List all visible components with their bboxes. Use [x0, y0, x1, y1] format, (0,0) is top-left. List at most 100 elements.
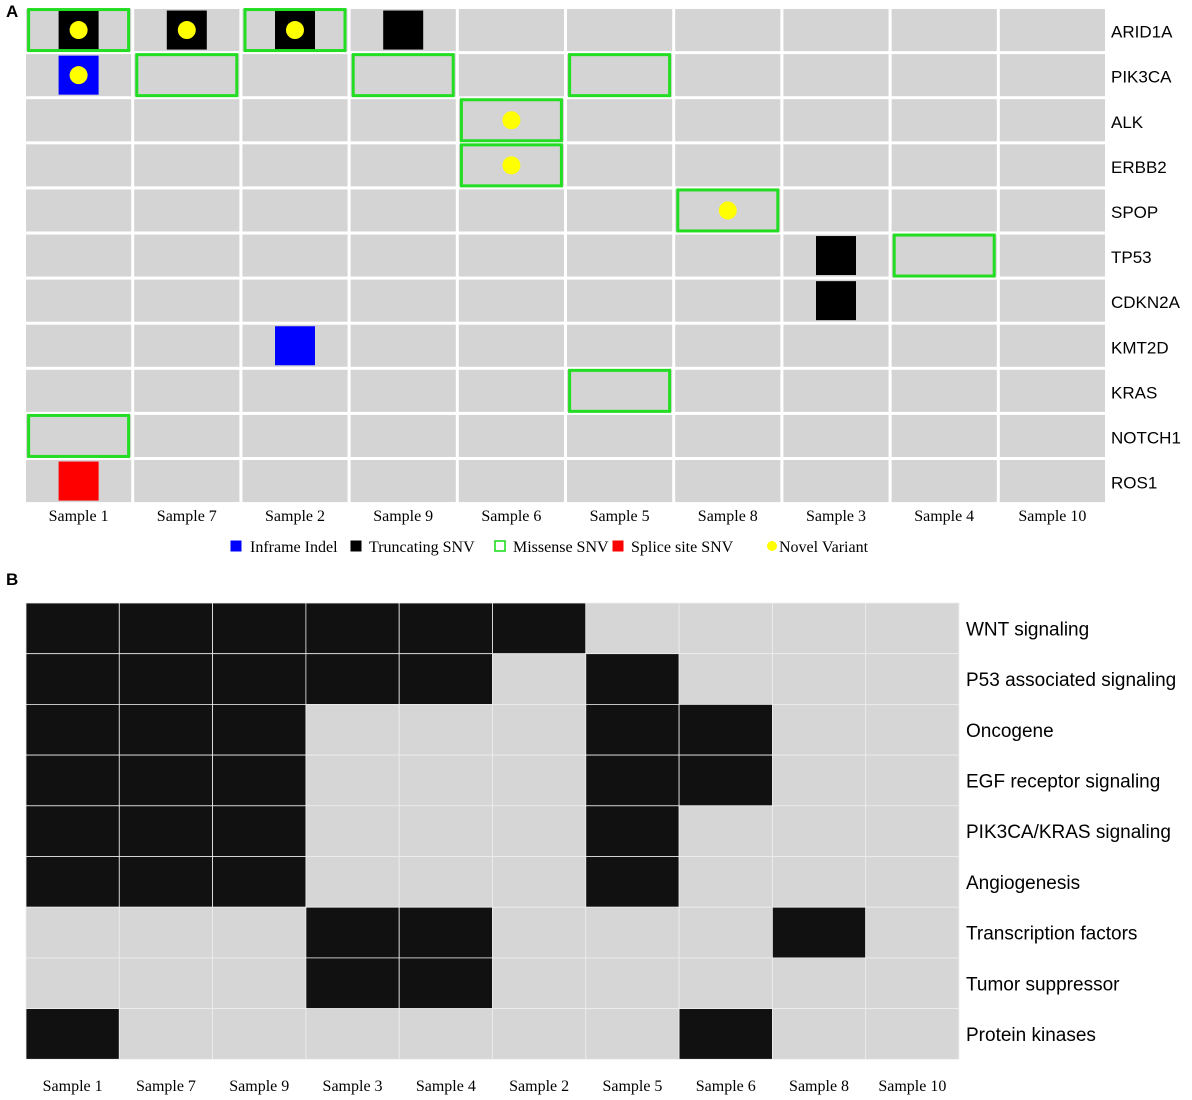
heatmap-cell-empty [772, 653, 867, 705]
grid-cell [458, 460, 564, 503]
heatmap-cell-hit [585, 805, 680, 857]
legend-swatch-truncating-snv [350, 540, 362, 552]
heatmap-cell-empty [772, 1008, 867, 1060]
grid-cell [567, 324, 673, 367]
grid-cell [675, 54, 781, 97]
legend-label: Novel Variant [779, 539, 869, 556]
grid-cell [999, 234, 1105, 277]
heatmap-cell-empty [772, 704, 867, 756]
mutation-legend: Inframe Indel Truncating SNV Missense SNV S… [230, 539, 869, 556]
grid-cell [350, 99, 456, 142]
legend-swatch-splice-site-snv [612, 540, 624, 552]
grid-cell [567, 234, 673, 277]
heatmap-cell-empty [865, 704, 960, 756]
heatmap-cell-empty [865, 754, 960, 807]
heatmap-cell-hit [118, 754, 214, 807]
grid-cell [350, 189, 456, 232]
mutation-missense-snv [27, 413, 131, 458]
grid-cell [999, 144, 1105, 187]
grid-cell [134, 144, 240, 187]
grid-cell [783, 144, 889, 187]
heatmap-cell-hit [118, 602, 214, 655]
grid-cell [891, 9, 997, 52]
grid-cell [783, 99, 889, 142]
heatmap-cell-empty [585, 1008, 680, 1060]
grid-cell [891, 189, 997, 232]
heatmap-cell-empty [678, 957, 773, 1010]
sample-label: Sample 4 [416, 1078, 476, 1095]
heatmap-cell-empty [305, 856, 400, 908]
grid-cell [783, 54, 889, 97]
sample-label: Sample 10 [878, 1078, 946, 1095]
gene-label: CDKN2A [1111, 293, 1181, 312]
heatmap-cell-empty [585, 957, 680, 1010]
grid-cell [891, 144, 997, 187]
grid-cell [675, 414, 781, 457]
grid-cell [458, 9, 564, 52]
grid-cell [783, 460, 889, 503]
grid-cell [999, 369, 1105, 412]
grid-cell [350, 414, 456, 457]
panel-a-oncoprint: ARID1A PIK3CA ALK ERBB2 SPOP TP53 CDKN2A KMT2D K… [26, 8, 1181, 525]
grid-cell [891, 414, 997, 457]
heatmap-cell-empty [585, 602, 680, 655]
pathway-label: EGF receptor signaling [966, 771, 1160, 792]
mutation-missense-snv [459, 143, 563, 188]
gene-label: TP53 [1111, 248, 1152, 267]
heatmap-cell-empty [398, 704, 493, 756]
heatmap-cell-hit [25, 754, 120, 807]
heatmap-cell-hit [25, 704, 120, 756]
grid-cell [242, 99, 348, 142]
sample-label: Sample 7 [157, 508, 217, 525]
mutation-missense-snv [351, 53, 455, 98]
heatmap-cell-hit [212, 805, 307, 857]
heatmap-cell-hit [118, 856, 214, 908]
pathway-label: Oncogene [966, 721, 1054, 742]
grid-cell [891, 99, 997, 142]
grid-cell [26, 189, 132, 232]
heatmap-cell-empty [305, 704, 400, 756]
heatmap-cell-empty [25, 957, 120, 1010]
heatmap-cell-empty [492, 704, 587, 756]
sample-label: Sample 8 [789, 1078, 849, 1095]
grid-cell [134, 189, 240, 232]
mutation-truncating-snv [816, 281, 856, 321]
heatmap-cell-hit [398, 653, 493, 705]
grid-cell [26, 324, 132, 367]
legend-label: Inframe Indel [250, 539, 338, 556]
sample-label: Sample 4 [914, 508, 974, 525]
mutation-missense-snv [27, 8, 131, 53]
grid-cell [458, 414, 564, 457]
sample-label: Sample 5 [590, 508, 650, 525]
grid-cell [999, 414, 1105, 457]
heatmap-cell-empty [492, 906, 587, 959]
legend-label: Missense SNV [513, 539, 609, 556]
grid-cell [134, 324, 240, 367]
grid-cell [26, 99, 132, 142]
grid-cell [783, 414, 889, 457]
grid-cell [783, 9, 889, 52]
grid-cell [458, 324, 564, 367]
grid-cell [783, 189, 889, 232]
grid-cell [891, 234, 997, 277]
heatmap-cell-empty [305, 754, 400, 807]
grid-cell [891, 54, 997, 97]
grid-cell [999, 324, 1105, 367]
pathway-label: P53 associated signaling [966, 670, 1176, 691]
grid-cell [675, 144, 781, 187]
grid-cell [350, 144, 456, 187]
gene-label: ARID1A [1111, 23, 1173, 42]
heatmap-cell-empty [585, 906, 680, 959]
heatmap-cell-empty [492, 1008, 587, 1060]
grid-cell [242, 54, 348, 97]
heatmap-cell-empty [772, 856, 867, 908]
heatmap-cell-empty [678, 906, 773, 959]
grid-cell [567, 99, 673, 142]
heatmap-cell-empty [305, 805, 400, 857]
heatmap-cell-hit [118, 653, 214, 705]
heatmap-cell-empty [865, 602, 960, 655]
heatmap-cell-empty [212, 957, 307, 1010]
grid-cell [242, 189, 348, 232]
grid-cell [242, 279, 348, 322]
pathway-label: Protein kinases [966, 1025, 1096, 1046]
